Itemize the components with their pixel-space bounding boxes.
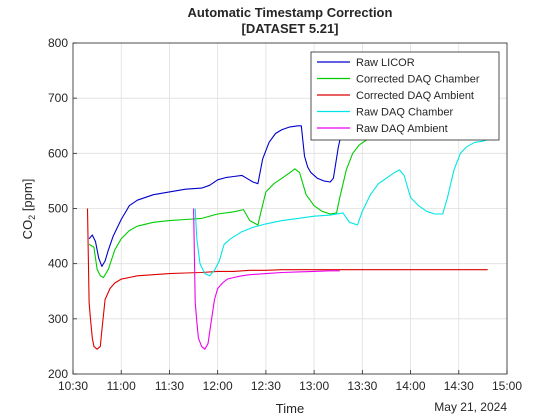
x-tick-label: 12:30 [251,379,281,393]
y-tick-label: 200 [48,367,68,381]
x-tick-label: 12:00 [203,379,233,393]
legend-label-2: Corrected DAQ Chamber [356,74,480,86]
y-tick-label: 500 [48,202,68,216]
y-axis-label-unit: [ppm] [20,179,35,215]
legend-label-3: Corrected DAQ Ambient [356,90,474,102]
series-line-2 [88,125,387,279]
y-axis-label: CO2 [ppm] [20,179,37,240]
y-tick-label: 300 [48,312,68,326]
y-tick-label: 600 [48,146,68,160]
y-tick-label: 400 [48,257,68,271]
legend-box [310,51,500,141]
y-axis-label-main: CO [20,220,35,240]
series-line-3 [86,208,488,350]
x-tick-label: 13:30 [347,379,377,393]
y-tick-label: 700 [48,91,68,105]
x-axis-label: Time [276,401,304,416]
x-tick-label: 15:00 [492,379,522,393]
x-tick-label: 11:30 [155,379,184,393]
legend-label-4: Raw DAQ Chamber [356,107,454,119]
x-tick-label: 14:00 [396,379,426,393]
chart-subtitle: [DATASET 5.21] [241,21,338,36]
x-tick-label: 14:30 [444,379,474,393]
series-line-4 [194,138,488,277]
x-tick-label: 13:00 [299,379,329,393]
series-line-5 [193,208,340,350]
legend-label-1: Raw LICOR [356,57,415,69]
x-tick-label: 11:00 [107,379,136,393]
series-group [86,125,488,350]
y-axis-label-subscript: 2 [27,215,37,220]
y-tick-label: 800 [48,36,68,50]
date-label: May 21, 2024 [434,400,507,414]
legend: Raw LICOR Corrected DAQ Chamber Corrected … [310,51,500,141]
x-tick-label: 10:30 [58,379,88,393]
series-line-1 [88,125,344,267]
chart-title: Automatic Timestamp Correction [188,5,393,20]
axis-ticks: 10:30 11:00 11:30 12:00 12:30 13:00 13:30 14:00… [48,36,522,393]
legend-label-5: Raw DAQ Ambient [356,123,448,135]
